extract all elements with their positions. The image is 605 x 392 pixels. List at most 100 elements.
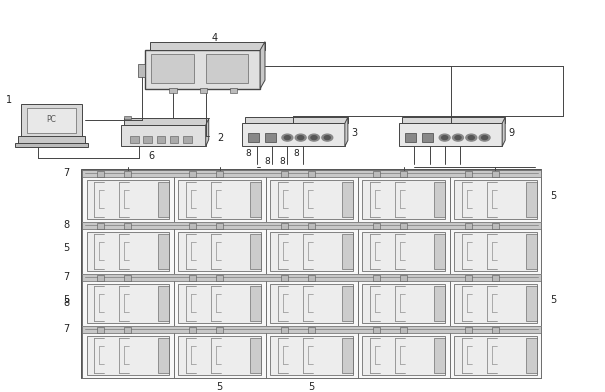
Bar <box>124 171 131 176</box>
Text: 8: 8 <box>245 149 251 158</box>
Bar <box>492 275 499 281</box>
Bar <box>434 234 445 269</box>
Bar <box>400 275 407 281</box>
Bar <box>178 180 261 219</box>
Bar <box>121 125 206 147</box>
Circle shape <box>298 136 304 140</box>
Bar <box>150 42 265 50</box>
Bar <box>465 171 472 176</box>
Bar <box>308 223 315 229</box>
Bar <box>492 223 499 229</box>
Text: 5: 5 <box>551 191 557 201</box>
Polygon shape <box>206 118 209 147</box>
Text: 5: 5 <box>309 383 315 392</box>
Bar <box>266 326 358 378</box>
Circle shape <box>311 136 317 140</box>
Polygon shape <box>345 117 348 147</box>
Bar <box>402 117 505 123</box>
Bar <box>265 133 276 142</box>
Bar <box>87 284 169 323</box>
Bar <box>15 143 88 147</box>
Circle shape <box>479 134 490 141</box>
Bar <box>250 286 261 321</box>
Bar <box>170 136 178 143</box>
Bar <box>270 284 353 323</box>
Bar <box>97 171 104 176</box>
Bar <box>270 180 353 219</box>
Bar <box>358 170 450 221</box>
Bar <box>342 234 353 269</box>
Circle shape <box>284 136 290 140</box>
Bar <box>124 118 206 125</box>
Circle shape <box>322 134 333 141</box>
Text: 5: 5 <box>64 243 70 253</box>
Text: 2: 2 <box>218 133 224 143</box>
Bar <box>450 170 541 221</box>
Bar <box>526 181 537 217</box>
Bar <box>82 170 541 176</box>
Bar <box>216 171 223 176</box>
Bar <box>250 338 261 373</box>
Text: 4: 4 <box>212 33 218 43</box>
Text: 8: 8 <box>64 220 70 230</box>
Bar <box>400 223 407 229</box>
Bar <box>174 274 266 326</box>
Bar <box>492 171 499 176</box>
Bar <box>308 275 315 281</box>
Text: 6: 6 <box>148 151 154 161</box>
Bar <box>465 223 472 229</box>
Bar <box>178 232 261 270</box>
Bar <box>373 327 380 333</box>
Circle shape <box>442 136 448 140</box>
Bar <box>124 116 131 119</box>
Bar <box>158 338 169 373</box>
Text: 7: 7 <box>64 324 70 334</box>
Circle shape <box>468 136 474 140</box>
Bar <box>422 133 433 142</box>
Bar <box>245 117 348 123</box>
Bar <box>434 181 445 217</box>
Bar <box>405 133 416 142</box>
Bar <box>178 284 261 323</box>
Bar <box>450 221 541 274</box>
Text: 7: 7 <box>64 272 70 282</box>
Bar <box>250 234 261 269</box>
Circle shape <box>482 136 488 140</box>
Bar <box>281 275 288 281</box>
Bar <box>399 123 502 147</box>
Circle shape <box>324 136 330 140</box>
Bar <box>526 286 537 321</box>
Bar <box>87 232 169 270</box>
Bar <box>434 338 445 373</box>
Bar <box>206 54 248 83</box>
Bar <box>362 180 445 219</box>
Bar <box>189 327 196 333</box>
Circle shape <box>282 134 293 141</box>
Bar <box>492 327 499 333</box>
Bar <box>454 232 537 270</box>
Bar <box>450 326 541 378</box>
Bar <box>454 336 537 375</box>
Bar <box>526 338 537 373</box>
Bar <box>362 284 445 323</box>
Bar <box>358 221 450 274</box>
Bar <box>174 170 266 221</box>
Text: 5: 5 <box>64 295 70 305</box>
Bar <box>82 274 174 326</box>
Bar <box>266 274 358 326</box>
Circle shape <box>309 134 319 141</box>
Bar <box>216 327 223 333</box>
Bar <box>373 171 380 176</box>
Bar <box>281 327 288 333</box>
Bar <box>266 221 358 274</box>
Bar <box>130 136 139 143</box>
Text: 5: 5 <box>217 383 223 392</box>
Text: 3: 3 <box>351 128 357 138</box>
Bar <box>266 170 358 221</box>
Bar <box>157 136 165 143</box>
Bar <box>400 327 407 333</box>
Bar <box>145 50 260 89</box>
Bar <box>82 221 541 229</box>
Bar <box>454 180 537 219</box>
Bar <box>281 223 288 229</box>
